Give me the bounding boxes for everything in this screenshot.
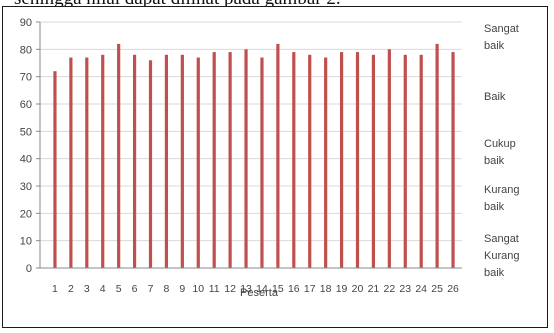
x-tick-label: 18 — [320, 283, 332, 295]
bar — [180, 54, 184, 268]
y-tick-labels: 0 10 20 30 40 50 60 70 80 90 — [20, 17, 32, 275]
bar — [371, 54, 376, 268]
x-tick-label: 26 — [447, 283, 459, 295]
x-axis-title: Peserta — [240, 287, 279, 299]
bar — [308, 54, 312, 268]
y-tick-label: 80 — [20, 44, 32, 56]
category-label-line: baik — [484, 40, 505, 52]
x-tick-label: 3 — [84, 283, 90, 295]
x-tick-label: 10 — [192, 283, 204, 295]
y-tick-label: 50 — [20, 126, 32, 138]
x-tick-label: 8 — [164, 283, 170, 295]
x-tick-label: 22 — [384, 283, 396, 295]
x-tick-label: 5 — [116, 283, 122, 295]
category-labels: Sangat baik Baik Cukup baik Kurang baik Sangat K… — [484, 23, 519, 279]
x-tick-label: 9 — [179, 283, 185, 295]
y-tick-label: 20 — [20, 208, 32, 220]
bar — [435, 43, 439, 268]
x-tick-label: 21 — [368, 283, 380, 295]
category-label-line: Kurang — [484, 250, 519, 262]
bar — [244, 49, 248, 269]
x-tick-label: 24 — [415, 283, 427, 295]
x-tick-label: 25 — [431, 283, 443, 295]
category-label-line: baik — [484, 201, 505, 213]
x-tick-label: 4 — [100, 283, 106, 295]
category-label-line: Kurang — [484, 184, 519, 196]
bar — [117, 43, 121, 268]
x-tick-label: 17 — [304, 283, 316, 295]
bar — [355, 52, 360, 268]
x-tick-label: 16 — [288, 283, 300, 295]
x-tick-label: 12 — [224, 283, 236, 295]
category-label-line: Sangat — [484, 23, 519, 35]
bar — [419, 54, 423, 268]
category-label-line: Cukup — [484, 138, 516, 150]
bar — [148, 60, 153, 269]
y-tick-label: 60 — [20, 99, 32, 111]
bar — [339, 52, 344, 268]
bar — [85, 57, 89, 269]
bar — [451, 52, 455, 268]
x-tick-label: 23 — [399, 283, 411, 295]
bar — [196, 57, 200, 269]
bar — [387, 49, 391, 269]
bar — [164, 54, 169, 268]
x-tick-label: 2 — [68, 283, 74, 295]
bar — [276, 43, 280, 268]
caption-text: sehingga nilai dapat dilihat pada gambar… — [0, 0, 554, 9]
x-tick-label: 11 — [209, 283, 220, 295]
bar — [324, 57, 328, 269]
y-tick-label: 0 — [26, 263, 32, 275]
bar-series — [53, 43, 455, 269]
chart-frame — [2, 6, 548, 328]
bar — [212, 52, 216, 268]
category-label-line: baik — [484, 155, 505, 167]
y-tick-label: 70 — [20, 72, 32, 84]
bar — [403, 54, 407, 268]
bar — [292, 52, 296, 268]
y-tick-label: 10 — [20, 236, 32, 248]
category-label-line: Sangat — [484, 233, 519, 245]
x-tick-label: 15 — [272, 283, 284, 295]
bar — [260, 57, 264, 269]
x-tick-labels: 1 2 3 4 5 6 7 8 9 10 11 12 13 14 15 16 17 18 19 20 21 22 23 24 2… — [52, 283, 459, 295]
bar — [132, 54, 137, 268]
x-tick-label: 6 — [132, 283, 138, 295]
gridlines — [36, 21, 462, 269]
bar — [228, 52, 232, 268]
axes — [39, 22, 462, 269]
y-tick-label: 90 — [20, 17, 32, 29]
category-label-line: baik — [484, 267, 505, 279]
category-label-line: Baik — [484, 91, 506, 103]
x-tick-label: 19 — [336, 283, 348, 295]
x-tick-label: 7 — [148, 283, 154, 295]
y-tick-label: 30 — [20, 181, 32, 193]
x-tick-label: 20 — [352, 283, 364, 295]
x-tick-label: 14 — [256, 283, 268, 295]
y-tick-label: 40 — [20, 154, 32, 166]
bar — [69, 57, 73, 269]
bar — [53, 71, 57, 268]
bar — [101, 54, 105, 268]
x-tick-label: 1 — [52, 283, 58, 295]
x-tick-label: 13 — [240, 283, 252, 295]
